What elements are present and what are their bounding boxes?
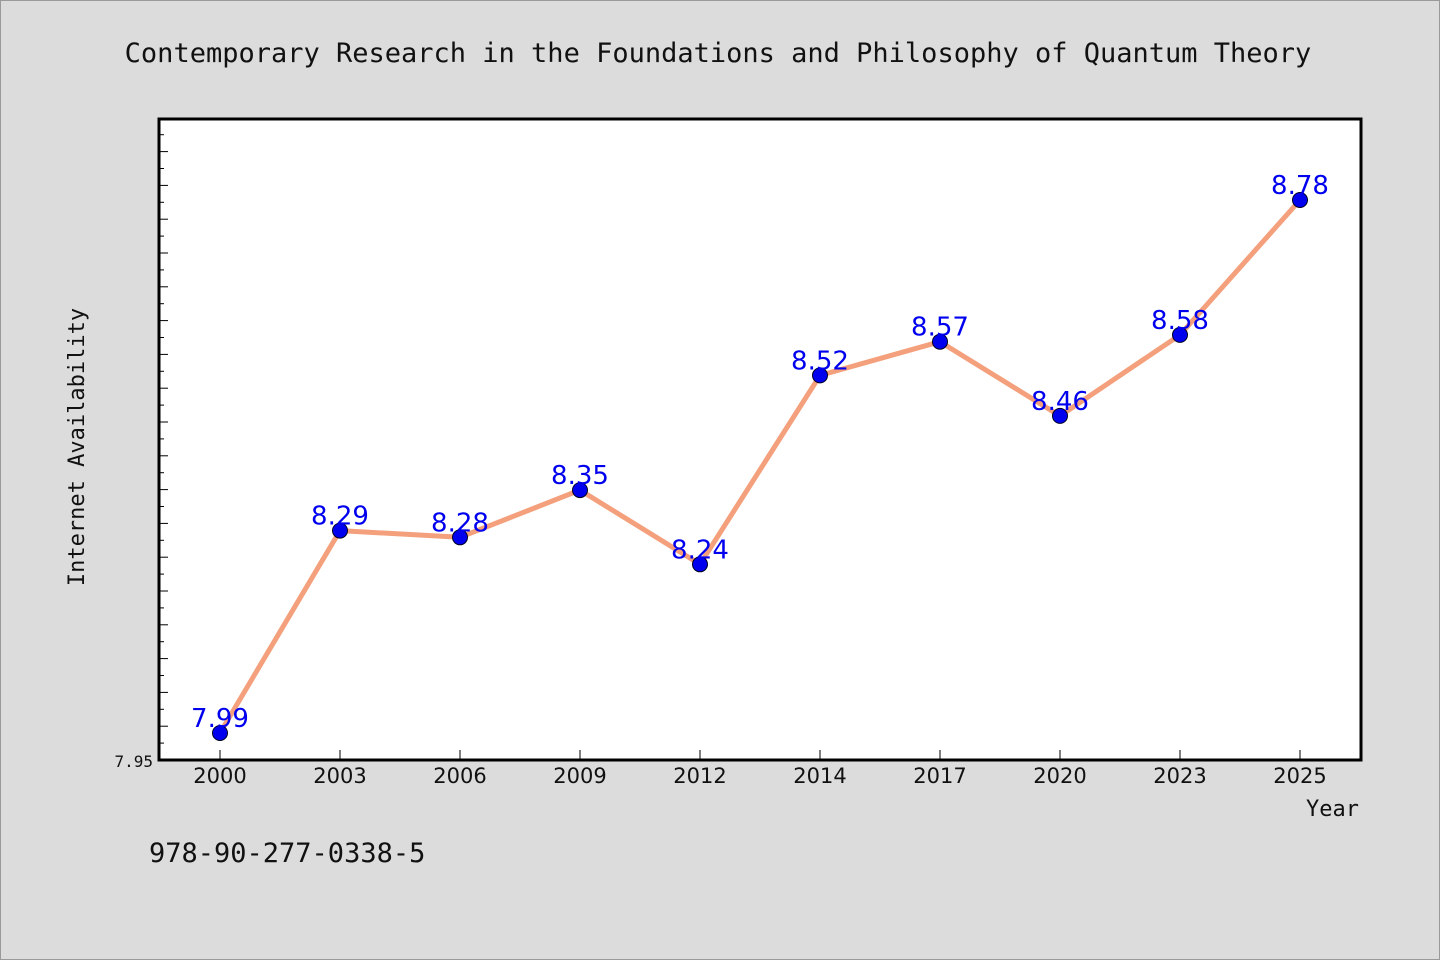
data-point-marker bbox=[452, 529, 468, 546]
y-axis-label: Internet Availability bbox=[65, 308, 90, 586]
x-tick-label: 2006 bbox=[433, 764, 486, 788]
x-tick-label: 2020 bbox=[1033, 764, 1086, 788]
x-tick-label: 2003 bbox=[313, 764, 366, 788]
data-label: 8.29 bbox=[311, 502, 369, 532]
data-label: 8.52 bbox=[791, 346, 849, 376]
isbn-footnote: 978-90-277-0338-5 bbox=[149, 838, 425, 869]
data-label: 8.78 bbox=[1271, 171, 1329, 201]
data-point-marker bbox=[812, 367, 828, 384]
data-point-marker bbox=[332, 522, 348, 539]
data-point-marker bbox=[572, 482, 588, 499]
x-tick-label: 2009 bbox=[553, 764, 606, 788]
series-line bbox=[217, 197, 1303, 736]
data-label: 8.57 bbox=[911, 313, 969, 343]
data-points bbox=[212, 192, 1308, 741]
chart-title: Contemporary Research in the Foundations… bbox=[125, 38, 1312, 69]
data-label: 8.46 bbox=[1031, 387, 1089, 417]
x-tick-label: 2017 bbox=[913, 764, 966, 788]
data-labels: 7.99 8.29 8.28 8.35 8.24 8.52 8.57 8.46 8.58 8.78 bbox=[191, 171, 1329, 734]
x-tick-label: 2000 bbox=[193, 764, 246, 788]
y-tick-label: 7.95 bbox=[114, 752, 153, 771]
data-label: 8.28 bbox=[431, 508, 489, 538]
x-axis-label: Year bbox=[1306, 797, 1359, 822]
data-label: 7.99 bbox=[191, 704, 249, 734]
x-axis-tick-labels: 2000 2003 2006 2009 2012 2014 2017 2020 2023 2025 bbox=[193, 764, 1326, 788]
x-tick-label: 2023 bbox=[1153, 764, 1206, 788]
data-label: 8.58 bbox=[1151, 306, 1209, 336]
data-point-marker bbox=[1172, 326, 1188, 343]
data-label: 8.24 bbox=[671, 535, 729, 565]
data-point-marker bbox=[1052, 407, 1068, 424]
data-label: 8.35 bbox=[551, 461, 609, 491]
x-tick-label: 2012 bbox=[673, 764, 726, 788]
data-point-marker bbox=[212, 725, 228, 741]
y-axis-ticks bbox=[159, 134, 168, 744]
data-point-marker bbox=[1292, 192, 1308, 208]
plot-area bbox=[157, 117, 1363, 762]
data-point-marker bbox=[932, 333, 948, 350]
data-point-marker bbox=[692, 556, 708, 573]
x-tick-label: 2025 bbox=[1273, 764, 1326, 788]
x-tick-label: 2014 bbox=[793, 764, 846, 788]
x-axis-ticks bbox=[219, 750, 1301, 760]
